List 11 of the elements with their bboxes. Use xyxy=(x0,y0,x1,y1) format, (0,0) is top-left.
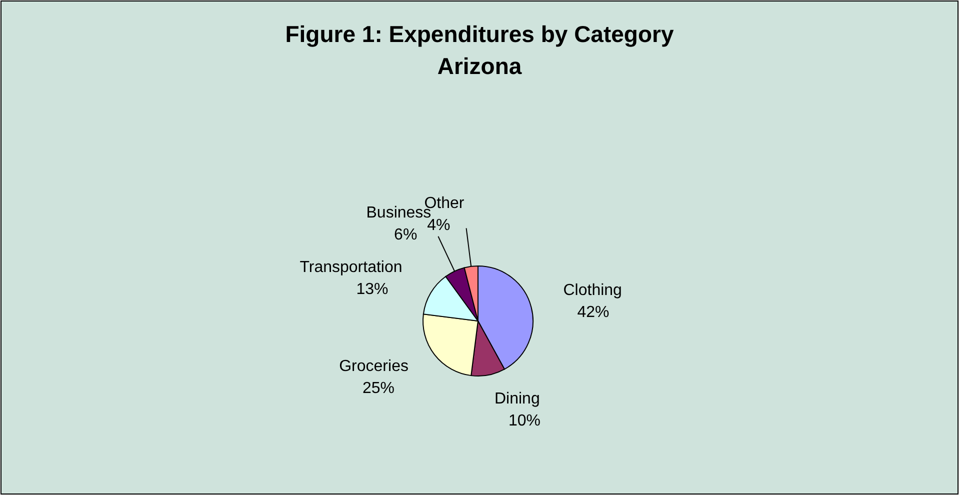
chart-title: Figure 1: Expenditures by Category Arizona xyxy=(285,21,674,79)
slice-label: Clothing xyxy=(563,282,622,300)
data-label: 42% xyxy=(577,304,610,322)
data-label: 10% xyxy=(508,412,541,430)
slice-label: Groceries xyxy=(339,358,408,375)
data-label: 25% xyxy=(362,380,394,397)
data-label: 13% xyxy=(356,281,388,298)
data-label: 4% xyxy=(427,216,450,234)
slice-label: Transportation xyxy=(300,259,402,276)
slice-label: Dining xyxy=(494,390,540,408)
data-label: 6% xyxy=(394,226,418,244)
